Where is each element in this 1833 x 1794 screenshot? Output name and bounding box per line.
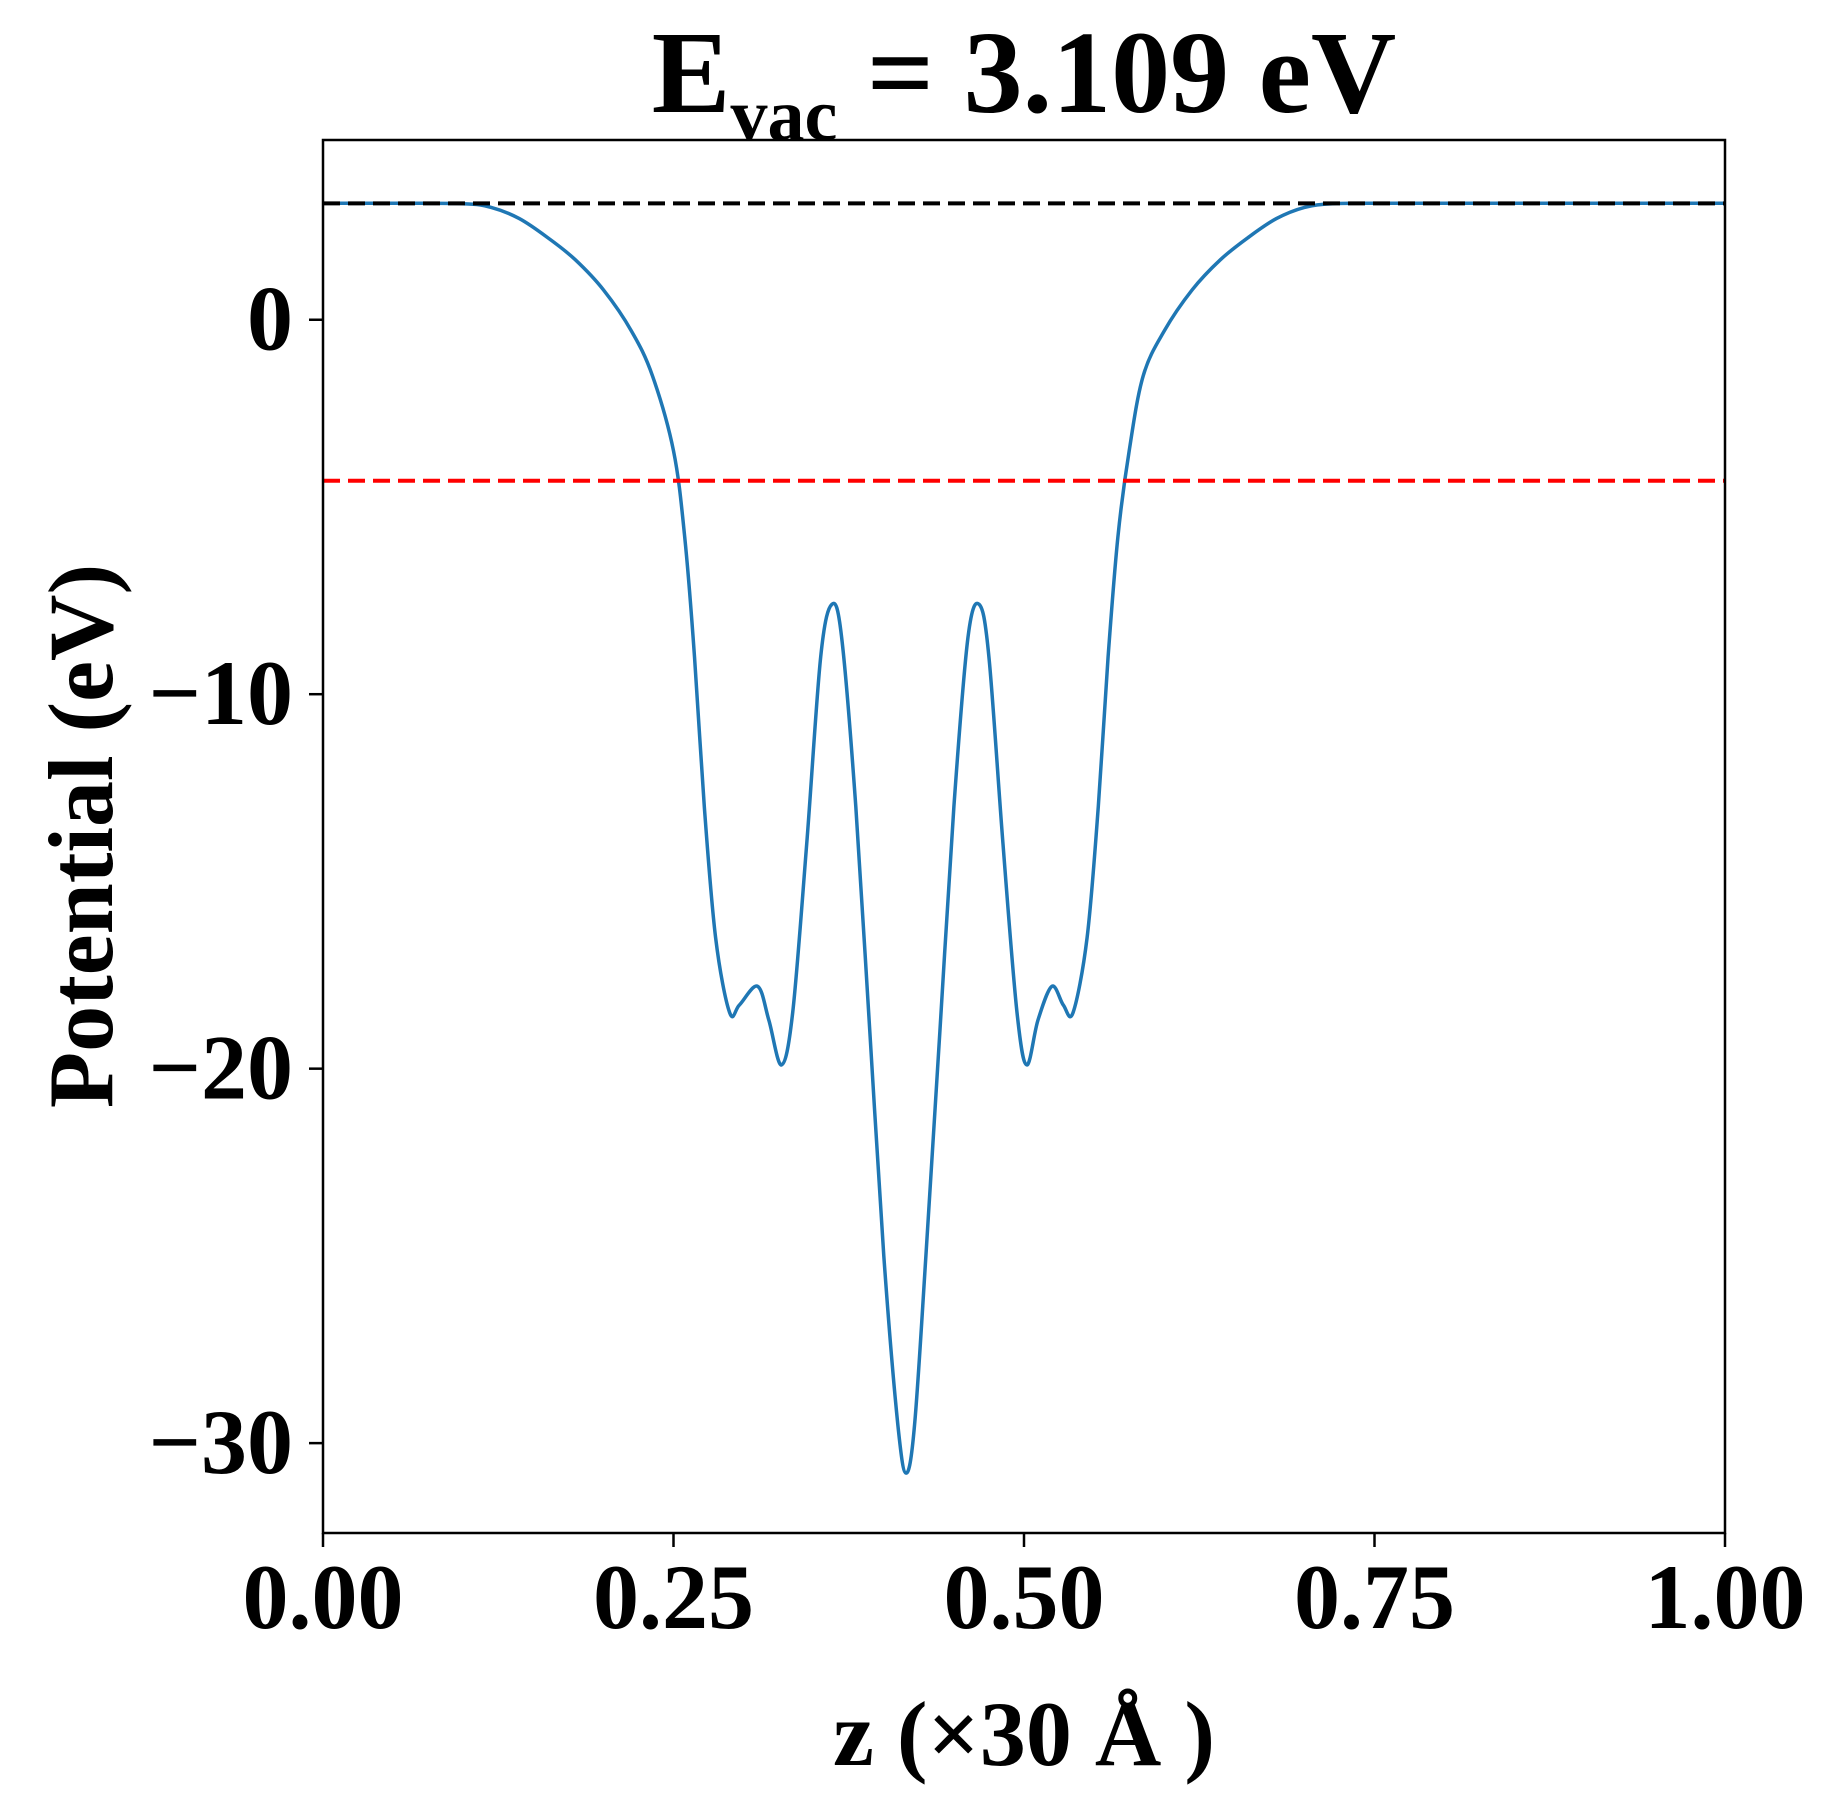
y-tick-label-1: −10 xyxy=(149,642,293,744)
x-tick-label-1: 0.25 xyxy=(593,1546,754,1648)
ticks-layer: 0.00 0.25 0.50 0.75 1.00 0 −10 −20 −30 xyxy=(149,268,1806,1648)
plot-frame xyxy=(321,138,1727,1535)
x-axis-label: z (×30 Å ) xyxy=(833,1683,1215,1785)
lines-layer xyxy=(322,201,1726,1475)
x-tick-label-3: 0.75 xyxy=(1294,1546,1455,1648)
title-subscript: vac xyxy=(731,75,838,157)
series-line-0 xyxy=(322,201,1726,1475)
y-tick-label-3: −30 xyxy=(149,1391,293,1493)
chart-title: Evac = 3.109 eV xyxy=(652,7,1396,157)
x-tick-label-0: 0.00 xyxy=(243,1546,404,1648)
title-rest: = 3.109 eV xyxy=(837,7,1396,138)
y-tick-label-0: 0 xyxy=(247,268,293,370)
y-axis-label: Potential (eV) xyxy=(30,564,132,1108)
x-tick-label-4: 1.00 xyxy=(1645,1546,1806,1648)
x-tick-label-2: 0.50 xyxy=(944,1546,1105,1648)
title-main: E xyxy=(652,7,731,138)
y-tick-label-2: −20 xyxy=(149,1017,293,1119)
